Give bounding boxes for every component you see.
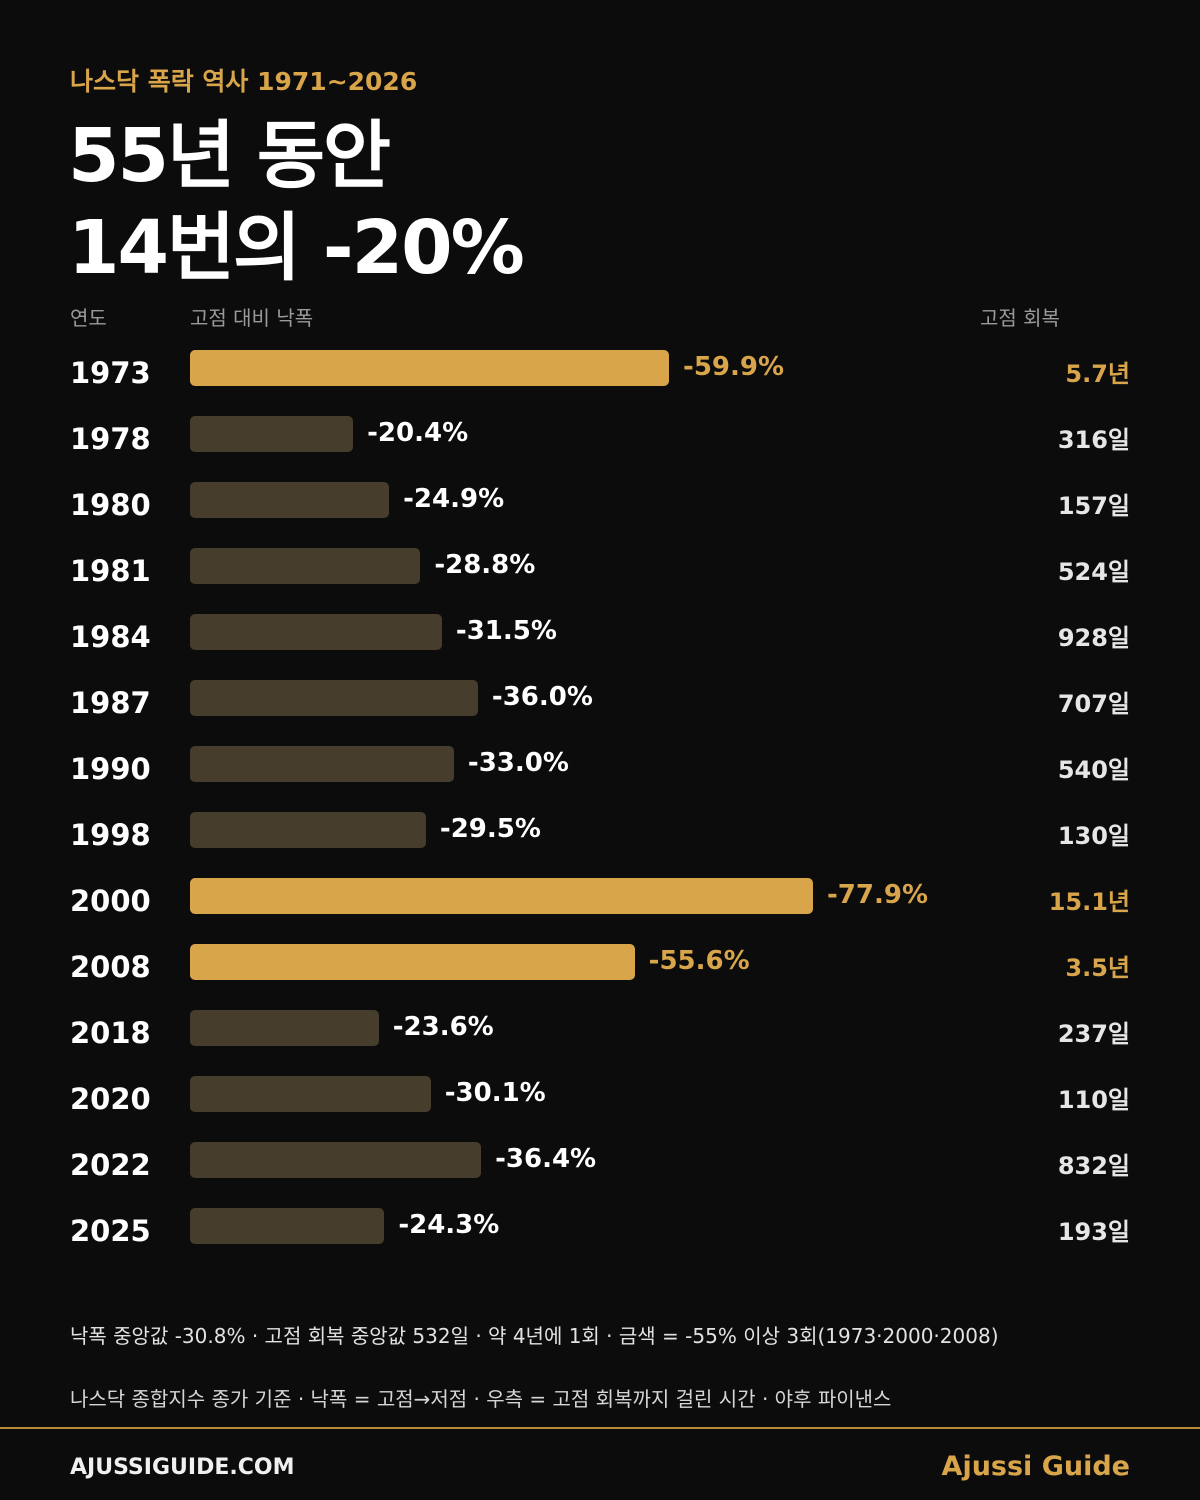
drawdown-value-label: -28.8% — [434, 550, 536, 580]
year-label: 1990 — [70, 752, 151, 786]
drawdown-bar — [190, 1076, 431, 1112]
summary-note: 낙폭 중앙값 -30.8% · 고점 회복 중앙값 532일 · 약 4년에 1… — [70, 1324, 999, 1348]
bar-row: 1987 -36.0% 707일 — [0, 680, 1200, 746]
bar-row: 2000 -77.9% 15.1년 — [0, 878, 1200, 944]
bar-row: 1981 -28.8% 524일 — [0, 548, 1200, 614]
year-label: 2022 — [70, 1148, 151, 1182]
drawdown-value-label: -55.6% — [648, 946, 750, 976]
bar-row: 1984 -31.5% 928일 — [0, 614, 1200, 680]
bar-row: 1973 -59.9% 5.7년 — [0, 350, 1200, 416]
column-header-drawdown: 고점 대비 낙폭 — [190, 306, 314, 330]
recovery-time-label: 110일 — [1057, 1086, 1130, 1114]
chart-subtitle: 나스닥 폭락 역사 1971~2026 — [70, 67, 418, 96]
drawdown-bar — [190, 416, 354, 452]
year-label: 1981 — [70, 554, 151, 588]
drawdown-value-label: -23.6% — [392, 1012, 494, 1042]
bar-row: 2022 -36.4% 832일 — [0, 1142, 1200, 1208]
year-label: 1973 — [70, 356, 151, 390]
drawdown-bar — [190, 746, 454, 782]
drawdown-bar — [190, 812, 426, 848]
source-note: 나스닥 종합지수 종가 기준 · 낙폭 = 고점→저점 · 우측 = 고점 회복… — [70, 1387, 892, 1411]
bar-row: 1998 -29.5% 130일 — [0, 812, 1200, 878]
recovery-time-label: 15.1년 — [1048, 888, 1130, 916]
drawdown-bar — [190, 944, 635, 980]
recovery-time-label: 707일 — [1057, 690, 1130, 718]
drawdown-value-label: -29.5% — [439, 814, 541, 844]
year-label: 1978 — [70, 422, 151, 456]
bar-row: 1978 -20.4% 316일 — [0, 416, 1200, 482]
recovery-time-label: 316일 — [1057, 426, 1130, 454]
drawdown-value-label: -77.9% — [827, 880, 928, 910]
drawdown-bar — [190, 1010, 379, 1046]
drawdown-bar — [190, 878, 813, 914]
site-url: AJUSSIGUIDE.COM — [70, 1455, 295, 1480]
bar-row: 2018 -23.6% 237일 — [0, 1010, 1200, 1076]
drawdown-value-label: -31.5% — [455, 616, 557, 646]
recovery-time-label: 832일 — [1057, 1152, 1130, 1180]
recovery-time-label: 928일 — [1057, 624, 1130, 652]
drawdown-bar — [190, 482, 390, 518]
year-label: 1984 — [70, 620, 151, 654]
recovery-time-label: 524일 — [1057, 558, 1130, 586]
drawdown-bar — [190, 1208, 385, 1244]
year-label: 2000 — [70, 884, 151, 918]
drawdown-value-label: -59.9% — [683, 352, 785, 382]
drawdown-value-label: -36.4% — [495, 1144, 597, 1174]
recovery-time-label: 130일 — [1057, 822, 1130, 850]
year-label: 1980 — [70, 488, 151, 522]
drawdown-value-label: -36.0% — [491, 682, 593, 712]
bar-row: 2008 -55.6% 3.5년 — [0, 944, 1200, 1010]
drawdown-value-label: -24.3% — [398, 1210, 500, 1240]
recovery-time-label: 3.5년 — [1065, 954, 1130, 982]
drawdown-value-label: -30.1% — [444, 1078, 546, 1108]
year-label: 2018 — [70, 1016, 151, 1050]
year-label: 1998 — [70, 818, 151, 852]
drawdown-bar — [190, 1142, 482, 1178]
drawdown-value-label: -20.4% — [367, 418, 469, 448]
recovery-time-label: 540일 — [1057, 756, 1130, 784]
drawdown-bar — [190, 350, 670, 386]
bar-row: 2020 -30.1% 110일 — [0, 1076, 1200, 1142]
chart-title: 55년 동안 14번의 -20% — [68, 110, 525, 294]
drawdown-value-label: -33.0% — [467, 748, 569, 778]
bar-row: 2025 -24.3% 193일 — [0, 1208, 1200, 1274]
title-line-1: 55년 동안 — [68, 113, 391, 199]
recovery-time-label: 5.7년 — [1065, 360, 1130, 388]
footer-divider — [0, 1427, 1200, 1429]
recovery-time-label: 157일 — [1057, 492, 1130, 520]
year-label: 2020 — [70, 1082, 151, 1116]
title-line-2: 14번의 -20% — [68, 205, 525, 291]
year-label: 2008 — [70, 950, 151, 984]
column-header-recovery: 고점 회복 — [980, 306, 1060, 330]
year-label: 1987 — [70, 686, 151, 720]
recovery-time-label: 237일 — [1057, 1020, 1130, 1048]
drawdown-bar — [190, 548, 421, 584]
brand-name: Ajussi Guide — [941, 1451, 1130, 1482]
column-header-year: 연도 — [70, 306, 107, 330]
bar-row: 1990 -33.0% 540일 — [0, 746, 1200, 812]
drawdown-bar — [190, 680, 478, 716]
year-label: 2025 — [70, 1214, 151, 1248]
drawdown-bar — [190, 614, 442, 650]
bar-row: 1980 -24.9% 157일 — [0, 482, 1200, 548]
recovery-time-label: 193일 — [1057, 1218, 1130, 1246]
drawdown-value-label: -24.9% — [403, 484, 505, 514]
